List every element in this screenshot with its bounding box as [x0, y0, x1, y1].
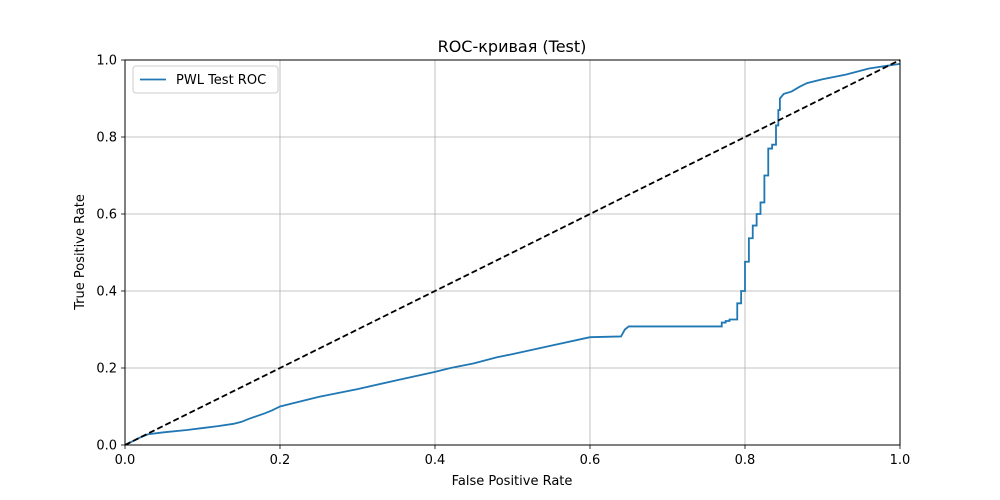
roc-curve-line	[124, 62, 901, 446]
x-tick-label: 0.4	[425, 453, 446, 468]
diagonal-reference-line	[124, 59, 901, 446]
chart-title: ROC-кривая (Test)	[438, 37, 587, 56]
x-tick-label: 0.2	[270, 453, 291, 468]
axis-ticks: 0.0 0.2 0.4 0.6 0.8 1.0 0.0 0.2 0.4 0.6 0.8 1.0	[96, 54, 910, 469]
y-tick-label: 0.8	[96, 131, 117, 146]
x-tick-label: 1.0	[890, 453, 911, 468]
legend-label: PWL Test ROC	[176, 73, 266, 88]
y-tick-label: 0.0	[96, 439, 117, 454]
legend-box	[132, 65, 279, 94]
x-axis-label: False Positive Rate	[452, 474, 573, 489]
plot-frame	[124, 59, 901, 446]
x-tick-label: 0.8	[735, 453, 756, 468]
y-tick-label: 0.4	[96, 285, 117, 300]
series-group	[124, 59, 901, 446]
y-tick-label: 0.6	[96, 208, 117, 223]
x-tick-label: 0.6	[580, 453, 601, 468]
x-tick-label: 0.0	[115, 453, 136, 468]
legend: PWL Test ROC	[132, 65, 279, 94]
y-tick-label: 1.0	[96, 54, 117, 69]
y-axis-label: True Positive Rate	[73, 194, 88, 311]
y-tick-label: 0.2	[96, 362, 117, 377]
